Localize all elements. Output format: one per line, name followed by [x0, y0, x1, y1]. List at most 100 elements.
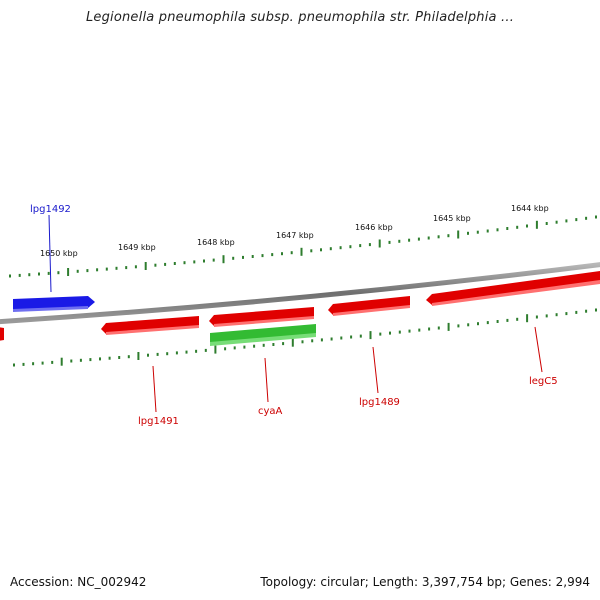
ruler-minor-tick: [398, 330, 401, 334]
gene-legC5[interactable]: [426, 271, 600, 306]
ruler-minor-tick: [575, 310, 578, 314]
ruler-major-tick: [457, 230, 460, 239]
ruler-minor-tick: [408, 238, 411, 242]
ruler-major-tick: [67, 268, 70, 276]
ruler-minor-tick: [398, 239, 401, 243]
ruler-minor-tick: [195, 349, 198, 353]
ruler-minor-tick: [28, 273, 31, 277]
topology-text: Topology: circular; Length: 3,397,754 bp…: [260, 575, 590, 589]
ruler-minor-tick: [105, 267, 108, 271]
ruler-minor-tick: [290, 251, 293, 255]
ruler-minor-tick: [301, 340, 304, 344]
ruler-minor-tick: [427, 236, 430, 240]
ruler-minor-tick: [506, 227, 509, 230]
gene-lpg1489[interactable]: [328, 296, 410, 316]
ruler-minor-tick: [320, 338, 323, 342]
ruler-minor-tick: [359, 244, 362, 248]
ruler-minor-tick: [134, 265, 137, 269]
ruler-minor-tick: [18, 273, 21, 277]
ruler-minor-tick: [447, 234, 450, 238]
gene-lpg1492[interactable]: [13, 296, 95, 312]
ruler-minor-tick: [585, 309, 588, 313]
ruler-minor-tick: [477, 322, 479, 326]
inner-ruler-ticks: [13, 308, 597, 367]
ruler-minor-tick: [57, 271, 60, 275]
map-title: Legionella pneumophila subsp. pneumophil…: [85, 10, 515, 25]
ruler-minor-tick: [417, 237, 420, 241]
ruler-minor-tick: [76, 269, 79, 273]
ruler-minor-tick: [125, 266, 128, 270]
kbp-label-1649: 1649 kbp: [118, 243, 156, 252]
ruler-minor-tick: [281, 252, 283, 256]
ruler-minor-tick: [47, 271, 50, 275]
ruler-minor-tick: [516, 317, 519, 321]
ruler-minor-tick: [516, 225, 519, 229]
ruler-minor-tick: [467, 323, 470, 327]
gene-label-lpg1489[interactable]: lpg1489: [359, 397, 400, 408]
ruler-minor-tick: [368, 243, 371, 247]
ruler-minor-tick: [496, 320, 499, 323]
gene-label-cyaA[interactable]: cyaA: [258, 406, 283, 417]
ruler-minor-tick: [467, 231, 469, 235]
ruler-minor-tick: [585, 216, 588, 220]
ruler-major-tick: [526, 314, 529, 323]
ruler-minor-tick: [565, 219, 568, 223]
ruler-major-tick: [378, 239, 381, 248]
ruler-minor-tick: [261, 254, 264, 258]
ruler-minor-tick: [127, 355, 130, 359]
ruler-major-tick: [291, 338, 294, 347]
ruler-minor-tick: [166, 352, 169, 356]
ruler-minor-tick: [506, 318, 509, 322]
ruler-minor-tick: [350, 335, 353, 339]
ruler-minor-tick: [38, 272, 40, 276]
connector-lpg1489: [372, 346, 379, 394]
ruler-minor-tick: [173, 262, 176, 265]
ruler-minor-tick: [329, 247, 332, 251]
connector-cyaA: [264, 357, 269, 403]
ruler-minor-tick: [565, 312, 568, 316]
ruler-major-tick: [60, 357, 63, 366]
ruler-minor-tick: [203, 259, 205, 263]
ruler-minor-tick: [89, 358, 92, 362]
kbp-label-1647: 1647 kbp: [276, 231, 314, 240]
ruler-minor-tick: [115, 266, 118, 270]
ruler-minor-tick: [193, 260, 196, 264]
ruler-minor-tick: [545, 222, 548, 225]
ruler-minor-tick: [108, 356, 111, 360]
connector-legC5: [534, 326, 543, 373]
ruler-minor-tick: [320, 248, 322, 252]
ruler-minor-tick: [99, 357, 101, 361]
ruler-minor-tick: [330, 337, 333, 341]
ruler-minor-tick: [311, 339, 314, 343]
ruler-minor-tick: [242, 255, 244, 259]
gene-label-lpg1491[interactable]: lpg1491: [138, 416, 179, 427]
ruler-major-tick: [535, 220, 538, 229]
ruler-minor-tick: [147, 353, 149, 357]
ruler-minor-tick: [96, 268, 99, 272]
ruler-minor-tick: [212, 258, 215, 262]
ruler-minor-tick: [476, 230, 479, 234]
kbp-label-1648: 1648 kbp: [197, 238, 235, 247]
ruler-minor-tick: [388, 240, 391, 244]
connector-lpg1492: [48, 214, 52, 293]
kbp-label-1646: 1646 kbp: [355, 223, 393, 232]
ruler-minor-tick: [575, 218, 578, 222]
gene-unlabeled-left[interactable]: [0, 327, 4, 341]
ruler-minor-tick: [271, 253, 274, 257]
ruler-minor-tick: [13, 363, 15, 367]
kbp-label-1644: 1644 kbp: [511, 204, 549, 213]
ruler-minor-tick: [282, 342, 285, 346]
ruler-minor-tick: [154, 263, 157, 267]
ruler-minor-tick: [164, 262, 167, 266]
ruler-minor-tick: [32, 362, 35, 366]
ruler-minor-tick: [224, 347, 227, 351]
gene-lpg1491[interactable]: [101, 316, 199, 335]
gene-unlabeled-mid[interactable]: [209, 307, 314, 327]
ruler-minor-tick: [545, 314, 548, 318]
gene-label-lpg1492[interactable]: lpg1492: [30, 204, 71, 215]
ruler-major-tick: [214, 345, 217, 354]
ruler-minor-tick: [437, 235, 440, 239]
gene-label-legC5[interactable]: legC5: [529, 376, 558, 387]
gene-cyaA[interactable]: [210, 324, 316, 346]
